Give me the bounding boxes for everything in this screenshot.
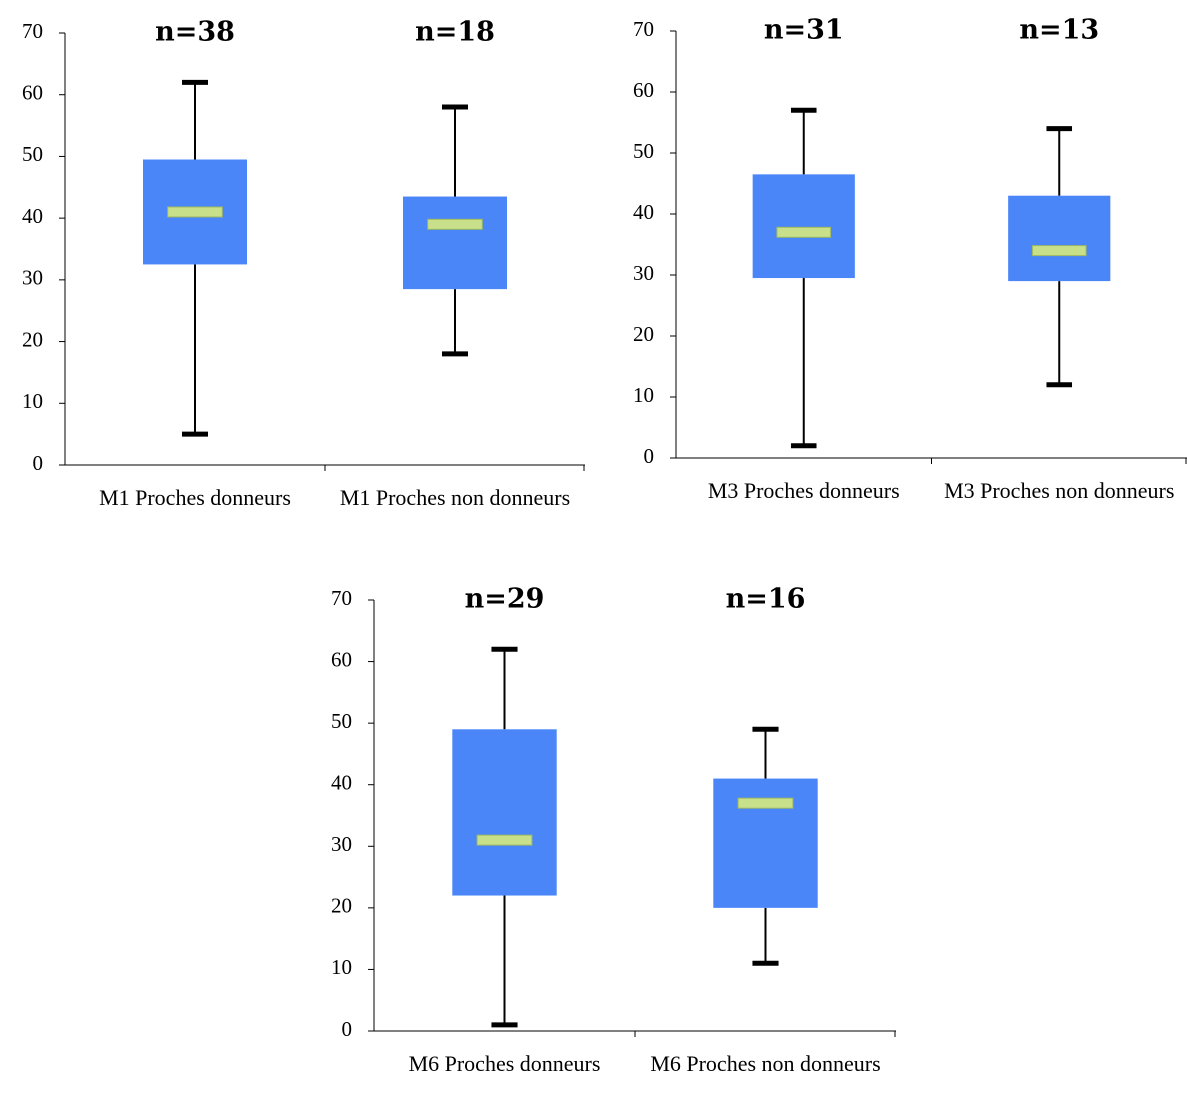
y-tick-label: 0: [644, 444, 655, 468]
y-tick-label: 20: [331, 894, 352, 918]
y-tick-label: 70: [633, 17, 654, 41]
y-tick-label: 0: [33, 451, 44, 475]
y-tick-label: 20: [22, 327, 43, 351]
box: [752, 174, 855, 279]
y-tick-label: 0: [342, 1017, 353, 1041]
median: [427, 218, 483, 230]
y-tick-label: 30: [633, 261, 654, 285]
x-tick-label: M3 Proches non donneurs: [944, 478, 1175, 503]
sample-size: n=31: [764, 15, 844, 46]
box: [1008, 195, 1111, 282]
x-tick-label: M6 Proches non donneurs: [650, 1051, 881, 1076]
sample-size: n=13: [1019, 15, 1099, 46]
y-tick-label: 60: [22, 81, 43, 105]
median: [776, 226, 832, 238]
y-tick-label: 60: [633, 78, 654, 102]
y-tick-label: 40: [22, 204, 43, 228]
y-tick-label: 40: [633, 200, 654, 224]
sample-size: n=29: [465, 584, 545, 615]
y-tick-label: 70: [22, 19, 43, 43]
median: [167, 206, 223, 218]
median: [476, 834, 533, 846]
x-tick-label: M1 Proches donneurs: [99, 485, 291, 510]
y-tick-label: 30: [22, 266, 43, 290]
y-tick-label: 60: [331, 647, 352, 671]
y-tick-label: 50: [22, 142, 43, 166]
x-tick-label: M6 Proches donneurs: [408, 1051, 601, 1076]
y-tick-label: 30: [331, 832, 352, 856]
y-tick-label: 50: [633, 139, 654, 163]
y-tick-label: 50: [331, 709, 352, 733]
y-tick-label: 10: [331, 955, 352, 979]
box: [403, 196, 507, 290]
x-tick-label: M3 Proches donneurs: [707, 478, 900, 503]
y-tick-label: 10: [633, 383, 654, 407]
y-tick-label: 70: [331, 586, 352, 610]
sample-size: n=18: [415, 17, 495, 48]
x-tick-label: M1 Proches non donneurs: [339, 485, 571, 510]
median: [1031, 245, 1087, 257]
sample-size: n=38: [155, 17, 235, 48]
sample-size: n=16: [726, 584, 806, 615]
y-tick-label: 40: [331, 771, 352, 795]
median: [737, 797, 794, 809]
y-tick-label: 10: [22, 389, 43, 413]
y-tick-label: 20: [633, 322, 654, 346]
box: [452, 729, 557, 896]
